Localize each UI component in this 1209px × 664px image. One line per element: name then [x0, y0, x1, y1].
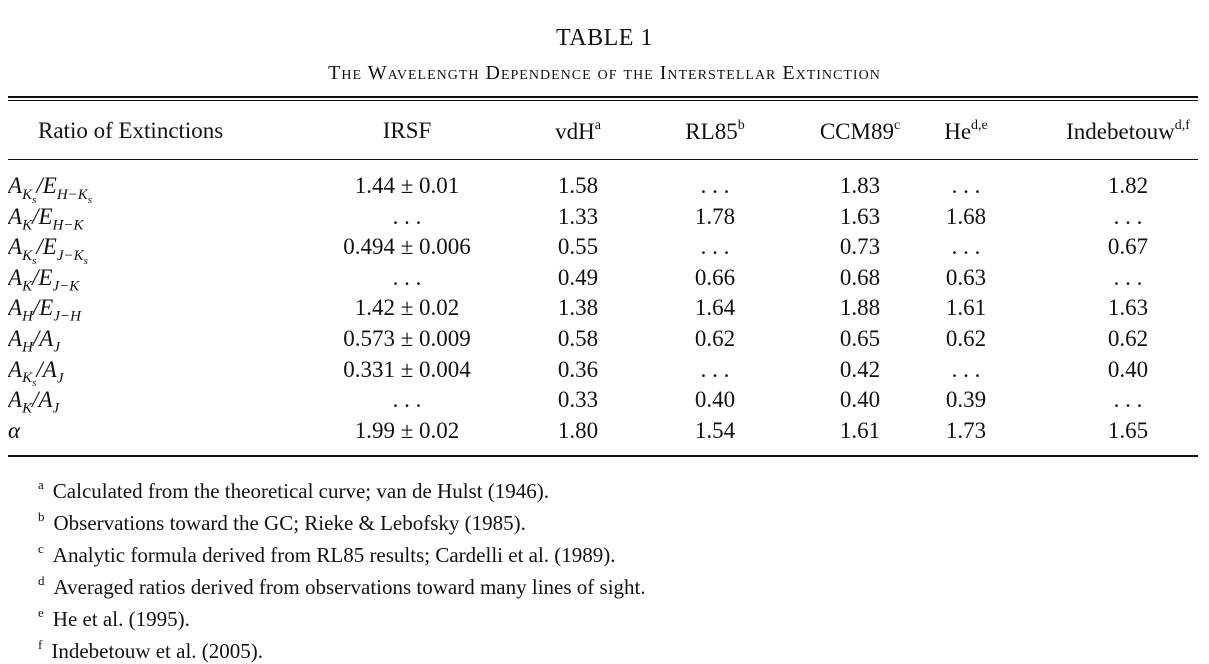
table-cell: 0.68: [839, 264, 881, 290]
header-ratio: Ratio of Extinctions: [38, 118, 224, 143]
table-cell: . . .: [951, 234, 981, 260]
table-cell: 0.39: [945, 387, 987, 413]
row-label: ........................................…: [8, 234, 266, 267]
footnote: b Observations toward the GC; Rieke & Leb…: [38, 509, 526, 535]
table-row: ........................................…: [0, 387, 1209, 417]
table-cell: 1.99 ± 0.02: [354, 417, 460, 443]
table-cell: 1.42 ± 0.02: [354, 295, 460, 321]
footnote: e He et al. (1995).: [38, 605, 190, 631]
row-label: ........................................…: [8, 356, 266, 390]
table-cell: . . .: [700, 173, 730, 198]
header-indebetouw: Indebetouwd,f: [1066, 118, 1190, 144]
table-cell: . . .: [951, 173, 981, 198]
table-cell: 0.573 ± 0.009: [343, 326, 471, 351]
footnotes: a Calculated from the theoretical curve; …: [38, 472, 646, 664]
table-cell: 1.65: [1107, 417, 1149, 443]
table-cell: 1.88: [839, 295, 881, 321]
table-row: ........................................…: [0, 295, 1209, 325]
table-cell: 1.63: [1107, 295, 1149, 321]
row-label: ........................................…: [8, 264, 266, 295]
table-cell: 0.36: [557, 356, 599, 382]
bottom-rule: [8, 455, 1198, 457]
table-cell: 0.65: [839, 326, 881, 351]
footnote: f Indebetouw et al. (2005).: [38, 637, 264, 663]
table-cell: . . .: [700, 356, 730, 382]
table-row: ........................................…: [0, 417, 1209, 448]
table-row: ........................................…: [0, 326, 1209, 356]
table-row: ........................................…: [0, 173, 1209, 206]
table-row: ........................................…: [0, 234, 1209, 267]
table-cell: 0.62: [694, 326, 736, 351]
table-cell: 1.61: [945, 295, 987, 321]
table-cell: 0.55: [557, 234, 599, 260]
table-cell: 0.33: [557, 387, 599, 413]
table-row: ........................................…: [0, 203, 1209, 234]
top-rule: [8, 96, 1198, 98]
table-cell: . . .: [951, 356, 981, 382]
row-label: ........................................…: [8, 387, 266, 417]
row-label: ........................................…: [8, 203, 266, 234]
footnote: a Calculated from the theoretical curve; …: [38, 477, 550, 503]
table-cell: . . .: [392, 203, 422, 229]
table-cell: . . .: [1113, 264, 1143, 290]
header-ccm89: CCM89c: [819, 118, 901, 144]
table-cell: . . .: [392, 387, 422, 413]
table-cell: 0.63: [945, 264, 987, 290]
table-cell: . . .: [1113, 387, 1143, 413]
table-cell: 1.80: [557, 417, 599, 443]
table-cell: 1.58: [557, 173, 599, 198]
table-row: ........................................…: [0, 264, 1209, 295]
table-cell: 0.331 ± 0.004: [343, 356, 471, 382]
table-cell: 0.73: [839, 234, 881, 260]
row-label: ........................................…: [8, 173, 266, 206]
table-cell: 1.73: [945, 417, 987, 443]
table-cell: 0.49: [557, 264, 599, 290]
table-cell: 1.38: [557, 295, 599, 321]
table-cell: . . .: [1113, 203, 1143, 229]
footnote: d Averaged ratios derived from observatio…: [38, 573, 646, 599]
footnote: c Analytic formula derived from RL85 resu…: [38, 541, 616, 567]
table-cell: 0.42: [839, 356, 881, 382]
table-cell: 1.64: [694, 295, 736, 321]
header-irsf: IRSF: [382, 118, 432, 143]
table-cell: 1.68: [945, 203, 987, 229]
table-cell: 0.66: [694, 264, 736, 290]
table-cell: . . .: [392, 264, 422, 290]
header-vdh: vdHa: [555, 118, 601, 144]
table-cell: 1.33: [557, 203, 599, 229]
table-subtitle: The Wavelength Dependence of the Interst…: [328, 62, 881, 84]
table-cell: 1.82: [1107, 173, 1149, 198]
table-title: TABLE 1: [556, 25, 653, 51]
table-cell: 0.58: [557, 326, 599, 351]
table-cell: 0.494 ± 0.006: [343, 234, 471, 260]
table-cell: 0.40: [839, 387, 881, 413]
header-rule: [8, 159, 1198, 160]
table-cell: 1.63: [839, 203, 881, 229]
table-cell: 0.62: [1107, 326, 1149, 351]
table-cell: 1.54: [694, 417, 736, 443]
table-cell: . . .: [700, 234, 730, 260]
top-rule-thin: [8, 100, 1198, 101]
table-cell: 1.61: [839, 417, 881, 443]
row-label: ........................................…: [8, 417, 266, 443]
table-cell: 0.40: [694, 387, 736, 413]
table-cell: 1.78: [694, 203, 736, 229]
table-cell: 1.44 ± 0.01: [354, 173, 460, 198]
table-row: ........................................…: [0, 356, 1209, 390]
row-label: ........................................…: [8, 326, 266, 356]
table-cell: 0.62: [945, 326, 987, 351]
table-cell: 0.40: [1107, 356, 1149, 382]
header-he: Hed,e: [944, 118, 988, 144]
table-cell: 1.83: [839, 173, 881, 198]
table-cell: 0.67: [1107, 234, 1149, 260]
header-rl85: RL85b: [685, 118, 745, 144]
row-label: ........................................…: [8, 295, 266, 325]
